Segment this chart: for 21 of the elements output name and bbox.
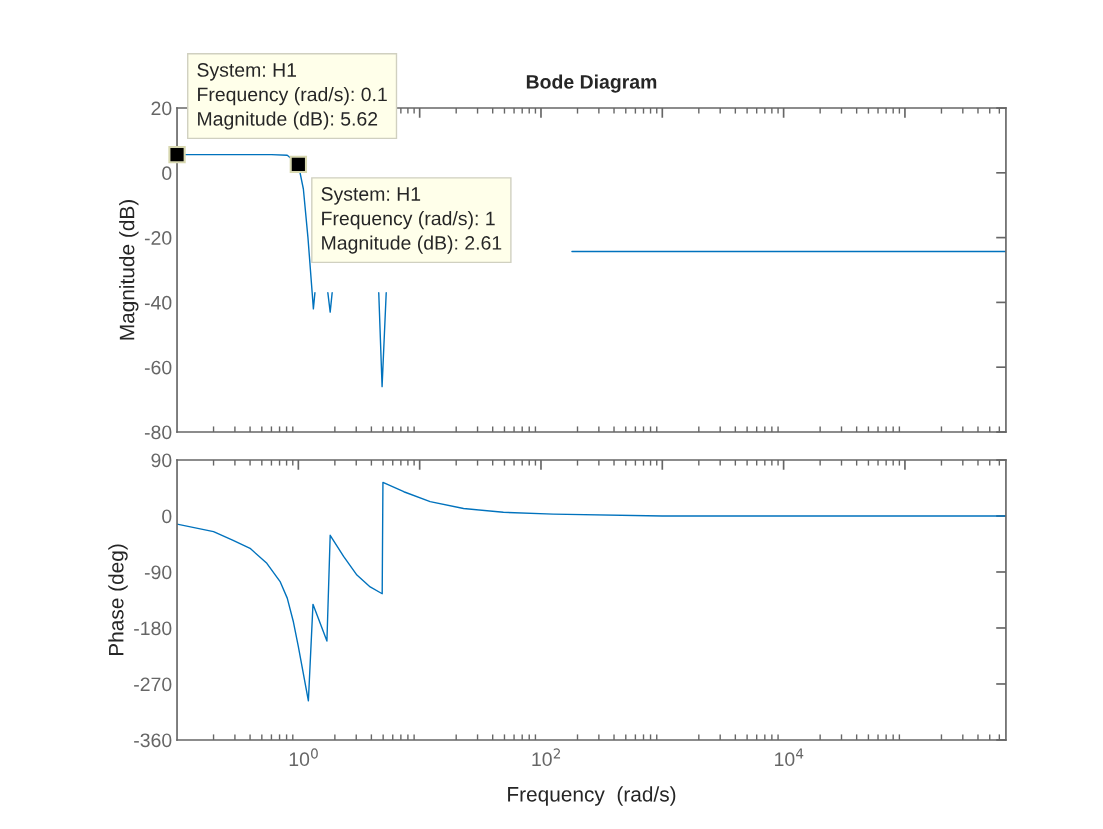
annotation: System: H1 Frequency (rad/s): 1 Magnitude (dB): 2.61	[321, 187, 502, 254]
y-tick-label: -90	[144, 565, 172, 580]
y-tick-label: -80	[144, 425, 172, 440]
y-tick-label: -20	[144, 231, 172, 245]
y-tick-label: 90	[151, 453, 172, 468]
y-tick-label: 0	[162, 509, 172, 524]
y-tick-label: 0	[162, 166, 172, 181]
y-tick-label: -360	[134, 733, 172, 748]
y-axis-title: Magnitude (dB)	[119, 200, 139, 340]
y-tick-label: 20	[151, 101, 172, 116]
x-tick-label: 10$^{0}$	[289, 748, 318, 767]
x-axis-title: Frequency (rad/s)	[508, 786, 676, 806]
y-tick-label: -60	[144, 360, 172, 375]
x-tick-label: 10$^{2}$	[532, 748, 561, 767]
y-axis-title: Phase (deg)	[108, 544, 128, 656]
x-tick-label: 10$^{4}$	[775, 748, 804, 767]
chart-title: Bode Diagram	[526, 74, 657, 93]
annotation: System: H1 Frequency (rad/s): 0.1 Magnitude (dB): 5.62	[197, 63, 387, 130]
y-tick-label: -40	[144, 295, 172, 310]
y-tick-label: -270	[134, 677, 172, 692]
y-tick-label: -180	[134, 621, 172, 636]
